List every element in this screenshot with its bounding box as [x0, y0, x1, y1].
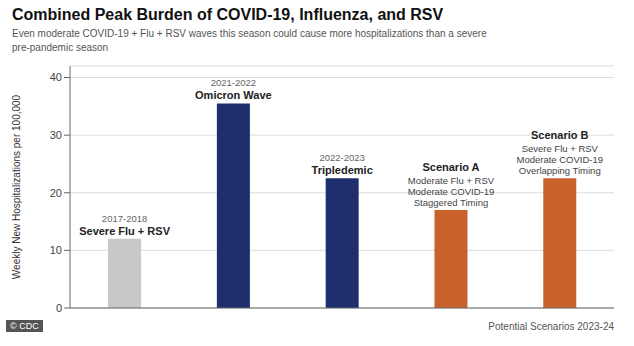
svg-text:2022-2023: 2022-2023 [319, 152, 364, 163]
svg-text:Moderate COVID-19: Moderate COVID-19 [516, 154, 603, 165]
svg-text:2021-2022: 2021-2022 [211, 77, 256, 88]
html-text:© CDC: © CDC [10, 321, 39, 331]
svg-text:Scenario B: Scenario B [531, 129, 589, 141]
svg-text:Staggered Timing: Staggered Timing [414, 197, 488, 208]
svg-text:Overlapping Timing: Overlapping Timing [519, 165, 601, 176]
html-text:Potential Scenarios 2023-24: Potential Scenarios 2023-24 [488, 320, 614, 332]
svg-text:30: 30 [50, 129, 62, 141]
svg-text:Severe Flu + RSV: Severe Flu + RSV [522, 143, 599, 154]
svg-text:Moderate Flu + RSV: Moderate Flu + RSV [408, 175, 495, 186]
svg-text:20: 20 [50, 187, 62, 199]
svg-text:Tripledemic: Tripledemic [312, 164, 373, 176]
svg-text:Moderate COVID-19: Moderate COVID-19 [408, 186, 495, 197]
svg-text:Omicron Wave: Omicron Wave [195, 89, 272, 101]
svg-text:0: 0 [56, 302, 62, 314]
svg-text:Severe Flu + RSV: Severe Flu + RSV [79, 225, 170, 237]
svg-text:Scenario A: Scenario A [422, 161, 479, 173]
svg-text:2017-2018: 2017-2018 [102, 213, 147, 224]
svg-text:10: 10 [50, 244, 62, 256]
html-text:Even moderate COVID-19 + Flu +: Even moderate COVID-19 + Flu + RSV waves… [12, 28, 487, 53]
svg-text:40: 40 [50, 71, 62, 83]
svg-text:Weekly New Hospitalizations pe: Weekly New Hospitalizations per 100,000 [11, 94, 22, 279]
html-text:Combined Peak Burden of COVID-: Combined Peak Burden of COVID-19, Influe… [12, 6, 444, 23]
